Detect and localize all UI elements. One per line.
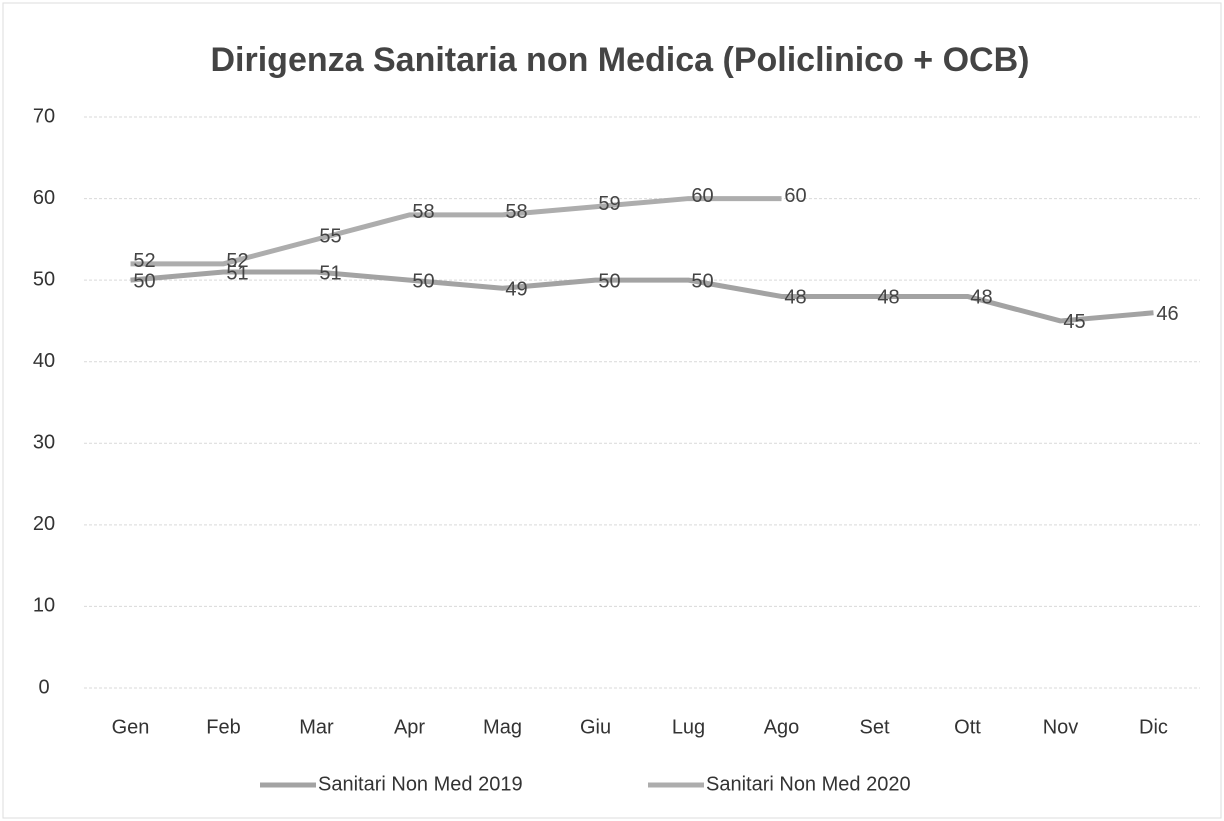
data-label: 59 <box>598 193 620 215</box>
y-tick-label: 40 <box>33 350 55 372</box>
data-label: 50 <box>412 270 434 292</box>
data-label: 51 <box>319 262 341 284</box>
data-label: 52 <box>226 250 248 272</box>
data-label: 58 <box>412 201 434 223</box>
data-label: 52 <box>133 250 155 272</box>
y-tick-label: 60 <box>33 187 55 209</box>
x-tick-label: Feb <box>206 716 240 738</box>
data-label: 55 <box>319 226 341 248</box>
data-label: 49 <box>505 279 527 301</box>
y-tick-label: 0 <box>38 676 49 698</box>
data-label: 51 <box>226 262 248 284</box>
y-tick-label: 30 <box>33 432 55 454</box>
y-tick-label: 50 <box>33 268 55 290</box>
legend-label: Sanitari Non Med 2020 <box>706 773 911 795</box>
x-tick-label: Set <box>859 716 889 738</box>
data-label: 58 <box>505 201 527 223</box>
x-tick-label: Gen <box>112 716 150 738</box>
legend-label: Sanitari Non Med 2019 <box>318 773 523 795</box>
y-tick-label: 20 <box>33 513 55 535</box>
x-tick-label: Giu <box>580 716 611 738</box>
data-label: 50 <box>133 270 155 292</box>
data-label: 50 <box>598 270 620 292</box>
x-tick-label: Nov <box>1043 716 1079 738</box>
x-tick-label: Ott <box>954 716 981 738</box>
x-tick-label: Mag <box>483 716 522 738</box>
series-line <box>130 196 782 267</box>
series-line <box>130 269 1154 324</box>
data-label: 46 <box>1156 303 1178 325</box>
y-tick-label: 70 <box>33 105 55 127</box>
data-label: 60 <box>691 185 713 207</box>
data-label: 48 <box>784 287 806 309</box>
x-tick-label: Dic <box>1139 716 1168 738</box>
x-tick-label: Lug <box>672 716 705 738</box>
x-tick-label: Ago <box>764 716 800 738</box>
data-label: 50 <box>691 270 713 292</box>
data-label: 60 <box>784 185 806 207</box>
data-label: 48 <box>877 287 899 309</box>
chart-title: Dirigenza Sanitaria non Medica (Policlin… <box>211 41 1030 79</box>
x-tick-label: Apr <box>394 716 425 738</box>
x-tick-label: Mar <box>299 716 334 738</box>
data-label: 48 <box>970 287 992 309</box>
y-tick-label: 10 <box>33 595 55 617</box>
data-label: 45 <box>1063 311 1085 333</box>
